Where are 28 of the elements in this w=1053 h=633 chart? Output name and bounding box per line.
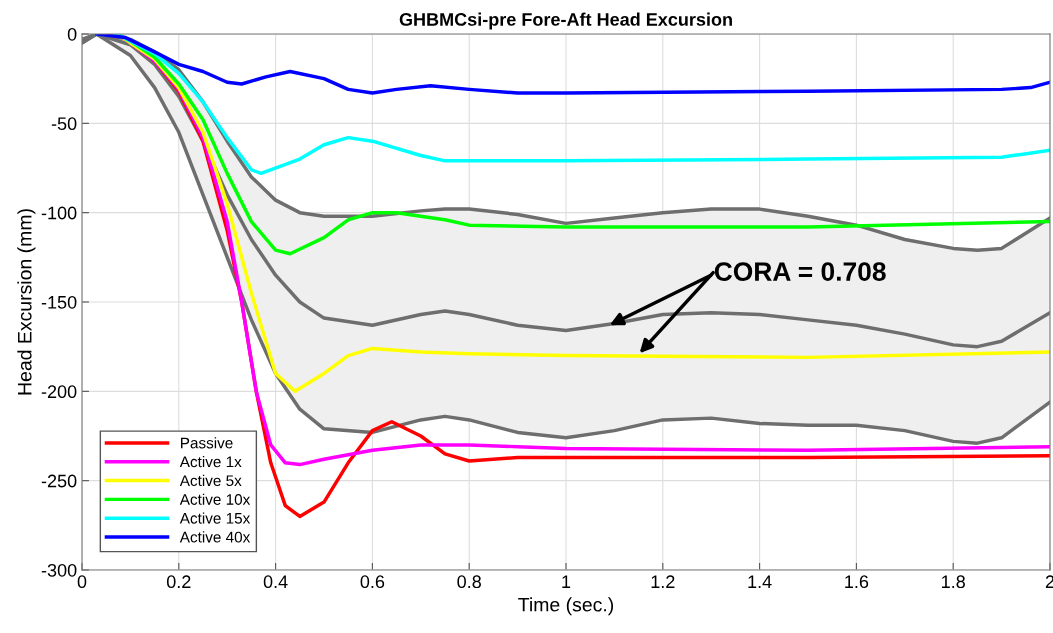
x-tick-label: 1 (562, 575, 571, 588)
legend-label: Passive (181, 437, 233, 449)
line-series (94, 34, 1050, 95)
x-axis-title: Time (sec.) (518, 597, 614, 616)
y-tick-label: -50 (51, 117, 77, 131)
x-tick-label: 0.4 (263, 575, 288, 589)
legend-label: Active 10x (179, 493, 251, 505)
x-tick-label: 0.8 (457, 575, 481, 589)
chart-title: GHBMCsi-pre Fore-Aft Head Excursion (399, 12, 732, 30)
x-tick-label: 0.6 (360, 575, 385, 589)
legend-label: Active 40x (179, 531, 251, 543)
y-axis-title: Head Excursion (mm) (17, 209, 36, 395)
y-tick-label: -100 (41, 206, 77, 220)
y-tick-label: -250 (41, 474, 77, 488)
legend-label: Active 1x (179, 456, 242, 468)
y-tick-label: -200 (41, 385, 77, 399)
y-tick-label: -150 (41, 295, 77, 309)
x-tick-label: 1.6 (845, 575, 869, 589)
y-tick-label: -300 (41, 563, 77, 577)
legend-label: Active 15x (179, 512, 251, 524)
x-tick-label: 1.4 (748, 575, 772, 588)
annotation: CORA = 0.708 (714, 262, 886, 281)
x-tick-label: 1.8 (942, 575, 965, 589)
y-tick-label: 0 (67, 27, 77, 41)
x-tick-label: 0.2 (166, 575, 191, 589)
x-tick-label: 0 (77, 575, 87, 589)
x-tick-label: 1.2 (651, 575, 675, 588)
legend-label: Active 5x (179, 474, 242, 487)
